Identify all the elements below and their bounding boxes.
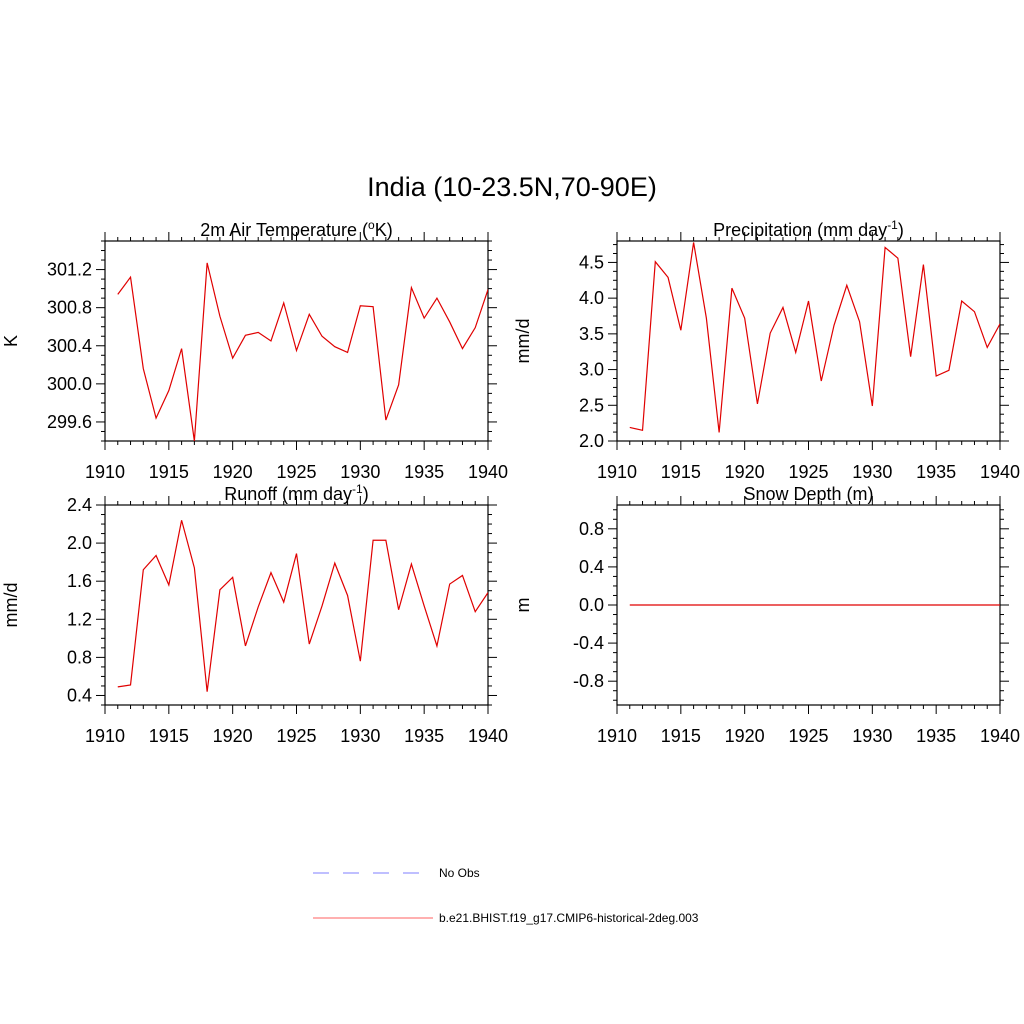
precipitation-ytick-label: 2.5 xyxy=(579,395,604,415)
runoff-xtick-label: 1915 xyxy=(149,726,189,746)
air-temperature-title-end: K) xyxy=(375,220,393,240)
runoff-ytick-label: 0.4 xyxy=(67,685,92,705)
snow-depth-ytick-label: -0.8 xyxy=(573,671,604,691)
precipitation-title-main: Precipitation (mm day xyxy=(713,220,887,240)
air-temperature-plot-frame xyxy=(104,240,489,442)
figure-title: India (10-23.5N,70-90E) xyxy=(367,172,657,202)
panel-snow-depth: 1910 1915 1920 1925 1930 1935 1940 -0.8 -0.4 0.0 0… xyxy=(513,484,1020,746)
runoff-ylabel: mm/d xyxy=(1,583,21,628)
air-temperature-xtick-label: 1910 xyxy=(85,462,125,482)
snow-depth-ytick-label: 0.8 xyxy=(579,519,604,539)
snow-depth-xtick-label: 1910 xyxy=(597,726,637,746)
snow-depth-xtick-label: 1925 xyxy=(788,726,828,746)
runoff-xtick-label: 1910 xyxy=(85,726,125,746)
air-temperature-ytick-label: 300.0 xyxy=(47,374,92,394)
runoff-xtick-label: 1925 xyxy=(276,726,316,746)
air-temperature-ytick-label: 299.6 xyxy=(47,412,92,432)
precipitation-xtick-label: 1910 xyxy=(597,462,637,482)
air-temperature-ytick-label: 300.8 xyxy=(47,298,92,318)
snow-depth-title-main: Snow Depth (m) xyxy=(743,484,873,504)
air-temperature-ytick-label: 301.2 xyxy=(47,260,92,280)
air-temperature-xtick-label: 1930 xyxy=(340,462,380,482)
snow-depth-xtick-label: 1930 xyxy=(852,726,892,746)
snow-depth-title: Snow Depth (m) xyxy=(743,484,873,504)
air-temperature-title-sup: o xyxy=(368,218,375,232)
legend-label-no-obs: No Obs xyxy=(439,866,480,880)
snow-depth-xtick-label: 1920 xyxy=(725,726,765,746)
runoff-xtick-label: 1940 xyxy=(468,726,508,746)
legend: No Obs b.e21.BHIST.f19_g17.CMIP6-histori… xyxy=(313,866,699,925)
snow-depth-ytick-label: 0.4 xyxy=(579,557,604,577)
runoff-plot-frame xyxy=(104,504,489,706)
runoff-title-main: Runoff (mm day xyxy=(224,484,352,504)
snow-depth-ylabel: m xyxy=(513,598,533,613)
air-temperature-xtick-label: 1920 xyxy=(213,462,253,482)
precipitation-title-sup: -1 xyxy=(887,218,898,232)
precipitation-xtick-label: 1925 xyxy=(788,462,828,482)
air-temperature-ylabel: K xyxy=(1,335,21,347)
runoff-ytick-label: 2.0 xyxy=(67,533,92,553)
precipitation-ylabel: mm/d xyxy=(513,319,533,364)
runoff-ytick-label: 0.8 xyxy=(67,647,92,667)
precipitation-ytick-label: 3.0 xyxy=(579,360,604,380)
snow-depth-xtick-label: 1940 xyxy=(980,726,1020,746)
precipitation-plot-frame xyxy=(616,240,1001,442)
runoff-xtick-label: 1930 xyxy=(340,726,380,746)
precipitation-ytick-label: 2.0 xyxy=(579,431,604,451)
runoff-title-end: ) xyxy=(363,484,369,504)
precipitation-ytick-label: 4.0 xyxy=(579,288,604,308)
runoff-title-sup: -1 xyxy=(352,482,363,496)
precipitation-xtick-label: 1920 xyxy=(725,462,765,482)
air-temperature-ytick-label: 300.4 xyxy=(47,336,92,356)
air-temperature-title-main: 2m Air Temperature ( xyxy=(200,220,368,240)
panel-air-temperature: 1910 1915 1920 1925 1930 1935 1940 299.6 300.0 30… xyxy=(1,218,508,482)
panel-precipitation: 1910 1915 1920 1925 1930 1935 1940 2.0 2.5 3.0 3.5… xyxy=(513,218,1020,482)
precipitation-xtick-label: 1915 xyxy=(661,462,701,482)
air-temperature-xtick-label: 1935 xyxy=(404,462,444,482)
runoff-title: Runoff (mm day-1) xyxy=(224,482,368,504)
precipitation-xtick-label: 1940 xyxy=(980,462,1020,482)
snow-depth-ytick-label: 0.0 xyxy=(579,595,604,615)
air-temperature-xtick-label: 1940 xyxy=(468,462,508,482)
snow-depth-xtick-label: 1935 xyxy=(916,726,956,746)
air-temperature-series-line xyxy=(117,262,488,441)
precipitation-title: Precipitation (mm day-1) xyxy=(713,218,904,240)
precipitation-title-end: ) xyxy=(898,220,904,240)
precipitation-ytick-label: 3.5 xyxy=(579,324,604,344)
air-temperature-title: 2m Air Temperature (oK) xyxy=(200,218,392,240)
runoff-series-line xyxy=(117,520,488,692)
runoff-ytick-label: 2.4 xyxy=(67,495,92,515)
air-temperature-xtick-label: 1925 xyxy=(276,462,316,482)
runoff-xtick-label: 1935 xyxy=(404,726,444,746)
snow-depth-ytick-label: -0.4 xyxy=(573,633,604,653)
precipitation-xtick-label: 1935 xyxy=(916,462,956,482)
precipitation-series-line xyxy=(629,242,1000,433)
runoff-xtick-label: 1920 xyxy=(213,726,253,746)
air-temperature-xtick-label: 1915 xyxy=(149,462,189,482)
precipitation-xtick-label: 1930 xyxy=(852,462,892,482)
runoff-ytick-label: 1.6 xyxy=(67,571,92,591)
snow-depth-xtick-label: 1915 xyxy=(661,726,701,746)
runoff-ytick-label: 1.2 xyxy=(67,609,92,629)
precipitation-ytick-label: 4.5 xyxy=(579,252,604,272)
panel-runoff: 1910 1915 1920 1925 1930 1935 1940 0.4 0.8 1.2 1.6… xyxy=(1,482,508,746)
legend-label-model: b.e21.BHIST.f19_g17.CMIP6-historical-2de… xyxy=(439,911,699,925)
